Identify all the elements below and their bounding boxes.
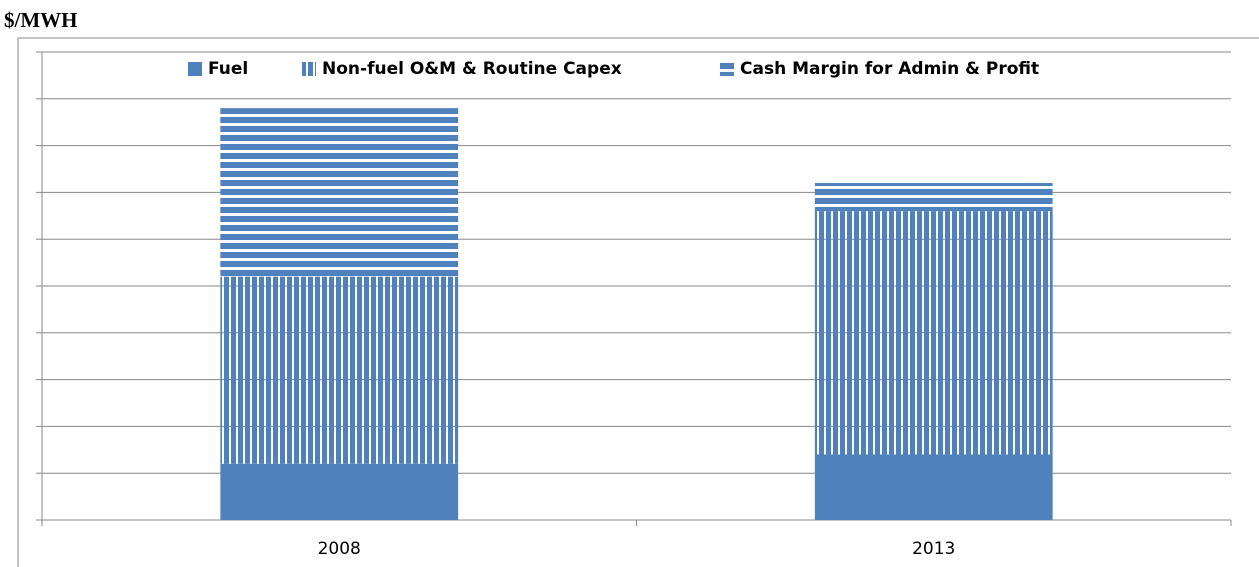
bar-segment [814, 183, 1053, 212]
bar-segment [220, 276, 459, 464]
legend-label: Fuel [208, 59, 248, 79]
legend-swatch [720, 62, 734, 76]
legend-label: Cash Margin for Admin & Profit [740, 59, 1039, 79]
bar-segment [814, 211, 1053, 455]
legend-swatch [302, 62, 316, 76]
x-tick-label: 2008 [318, 539, 361, 559]
chart-title: $/MWH [4, 8, 78, 32]
legend-swatch [188, 62, 202, 76]
legend-label: Non-fuel O&M & Routine Capex [322, 59, 622, 79]
bar-segment [814, 454, 1053, 520]
bar-segment [220, 463, 459, 520]
x-tick-label: 2013 [912, 539, 955, 559]
bar-segment [220, 108, 459, 277]
